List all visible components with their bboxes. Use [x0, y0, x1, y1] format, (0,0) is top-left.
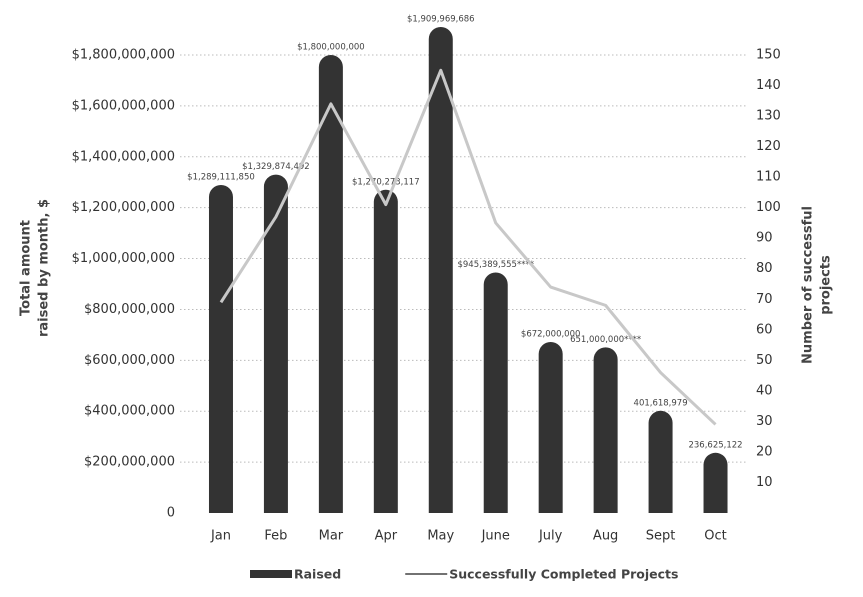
x-tick-label: Jan [210, 529, 231, 544]
y-tick-label: 0 [167, 506, 175, 521]
bar [648, 410, 673, 513]
y-tick-label: $1,800,000,000 [72, 48, 175, 63]
y2-tick-label: 50 [756, 353, 773, 368]
y-axis-title: Total amount [19, 220, 34, 316]
x-tick-label: Aug [593, 529, 618, 544]
data-label: $672,000,000 [521, 330, 580, 340]
x-tick-label: July [538, 529, 563, 544]
data-label: $1,270,273,117 [352, 177, 420, 187]
legend-label: Successfully Completed Projects [449, 567, 678, 582]
y2-tick-label: 70 [756, 292, 773, 307]
y2-axis-title: projects [819, 255, 834, 315]
data-label: 651,000,000**** [570, 335, 641, 345]
x-tick-label: Mar [319, 529, 344, 544]
bar [373, 189, 398, 513]
y2-tick-label: 120 [756, 139, 781, 154]
data-label: 236,625,122 [688, 440, 742, 450]
legend-swatch [250, 570, 292, 578]
y2-tick-label: 140 [756, 78, 781, 93]
data-label: 401,618,979 [634, 398, 688, 408]
y-tick-label: $1,400,000,000 [72, 149, 175, 164]
y2-tick-label: 40 [756, 383, 773, 398]
x-tick-label: Sept [646, 529, 676, 544]
y2-tick-label: 150 [756, 48, 781, 63]
data-label: $1,909,969,686 [407, 15, 475, 25]
y-tick-label: $1,000,000,000 [72, 251, 175, 266]
y2-tick-label: 60 [756, 322, 773, 337]
y2-tick-label: 20 [756, 444, 773, 459]
y-tick-label: $1,600,000,000 [72, 98, 175, 113]
data-label: $1,800,000,000 [297, 43, 365, 53]
y2-tick-label: 30 [756, 414, 773, 429]
legend: Raised Successfully Completed Projects [250, 567, 678, 582]
y-tick-label: $600,000,000 [84, 353, 175, 368]
data-label: $945,389,555**** [457, 260, 533, 270]
data-label: $1,289,111,850 [187, 172, 255, 182]
y2-axis-title: Number of successful [801, 206, 816, 364]
x-tick-label: Feb [264, 529, 287, 544]
bar [428, 27, 453, 513]
line [219, 68, 717, 426]
y2-tick-label: 110 [756, 170, 781, 185]
y2-tick-label: 90 [756, 231, 773, 246]
legend-label: Raised [294, 567, 341, 582]
bar [483, 272, 508, 513]
bar [703, 452, 728, 513]
x-tick-label: May [427, 529, 454, 544]
bar [318, 55, 343, 513]
bar [538, 342, 563, 513]
x-tick-label: June [481, 529, 510, 544]
x-tick-label: Oct [704, 529, 726, 544]
x-tick-label: Apr [375, 529, 398, 544]
y-tick-label: $1,200,000,000 [72, 200, 175, 215]
bar [263, 174, 288, 513]
data-label: $1,329,874,492 [242, 162, 310, 172]
y-tick-label: $800,000,000 [84, 302, 175, 317]
y2-tick-label: 100 [756, 200, 781, 215]
y2-tick-label: 130 [756, 109, 781, 124]
y-tick-label: $200,000,000 [84, 455, 175, 470]
bar [593, 347, 618, 513]
y2-tick-label: 80 [756, 261, 773, 276]
y-tick-label: $400,000,000 [84, 404, 175, 419]
bar [208, 184, 233, 513]
y2-tick-label: 10 [756, 475, 773, 490]
y-axis-title: raised by month, $ [37, 199, 52, 337]
